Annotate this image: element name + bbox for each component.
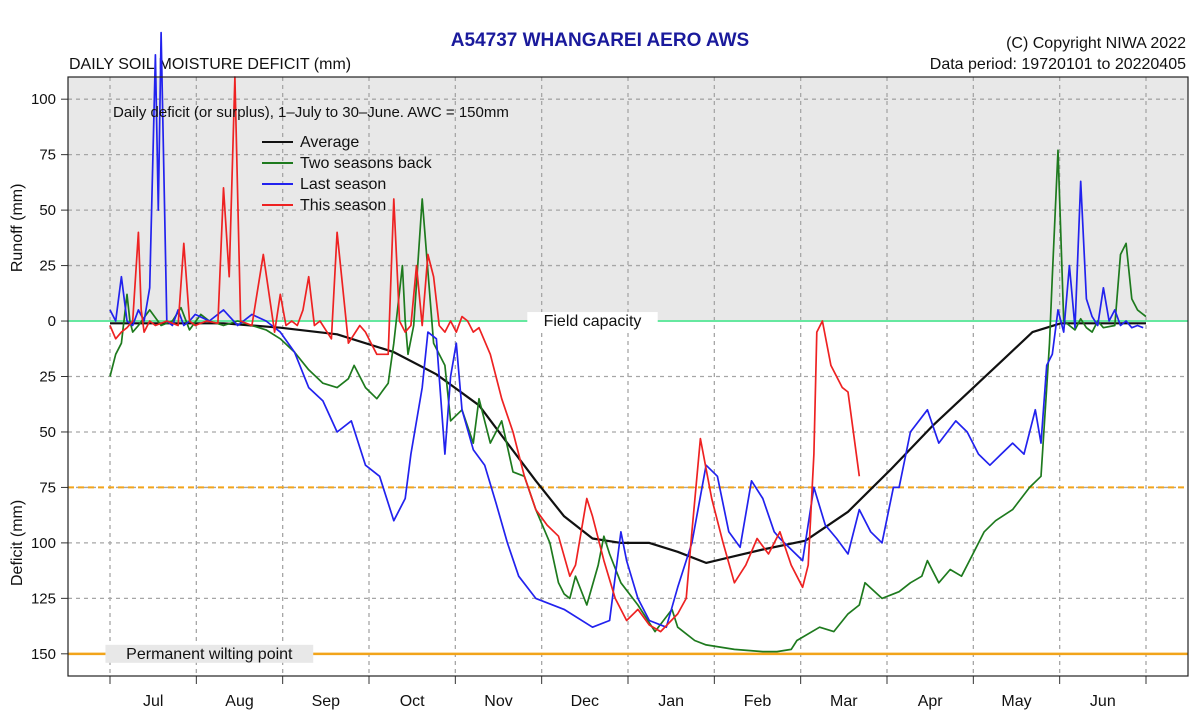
plot-border — [67, 76, 1189, 677]
month-label: Mar — [830, 693, 858, 710]
chart-annotation: Daily deficit (or surplus), 1–July to 30… — [113, 104, 509, 121]
y-tick-label: 100 — [31, 91, 56, 108]
y-tick-label: 0 — [48, 313, 56, 330]
y-tick-label: 25 — [39, 369, 56, 386]
series-line-last-season — [109, 31, 1144, 629]
month-label: Oct — [400, 693, 425, 710]
y-tick-label: 50 — [39, 424, 56, 441]
station-title: A54737 WHANGAREI AERO AWS — [450, 30, 750, 51]
series-line-this-season — [109, 76, 861, 633]
chart-subtitle: DAILY SOIL MOISTURE DEFICIT (mm) — [69, 56, 352, 73]
series-line-two-seasons-back — [109, 149, 1147, 653]
field-capacity-label-bg — [527, 312, 658, 331]
data-period-text: Data period: 19720101 to 20220405 — [929, 56, 1186, 73]
y-tick-label: 100 — [31, 535, 56, 552]
y-axis-title-deficit: Deficit (mm) — [9, 500, 26, 586]
y-tick-label: 25 — [39, 258, 56, 275]
series-line-average — [110, 322, 1146, 565]
month-label: Jun — [1090, 693, 1116, 710]
legend-label: Last season — [300, 176, 386, 193]
y-tick-label: 75 — [39, 479, 56, 496]
wilting-point-label-bg — [105, 644, 314, 663]
y-tick-label: 150 — [31, 646, 56, 663]
legend-label: Average — [300, 134, 359, 151]
y-tick-label: 125 — [31, 590, 56, 607]
y-tick-label: 50 — [39, 202, 56, 219]
month-label: Sep — [312, 693, 341, 710]
field-capacity-label: Field capacity — [544, 313, 642, 330]
y-axis-title-runoff: Runoff (mm) — [9, 184, 26, 273]
legend-label: This season — [300, 197, 386, 214]
copyright-text: (C) Copyright NIWA 2022 — [1006, 35, 1186, 52]
month-label: Aug — [225, 693, 253, 710]
y-tick-label: 75 — [39, 147, 56, 164]
month-label: Nov — [484, 693, 512, 710]
month-label: Dec — [571, 693, 599, 710]
month-label: Jan — [658, 693, 684, 710]
month-label: May — [1001, 693, 1031, 710]
wilting-point-label: Permanent wilting point — [126, 646, 293, 663]
month-label: Apr — [918, 693, 944, 710]
month-label: Feb — [744, 693, 772, 710]
month-label: Jul — [143, 693, 163, 710]
legend-label: Two seasons back — [300, 155, 433, 172]
